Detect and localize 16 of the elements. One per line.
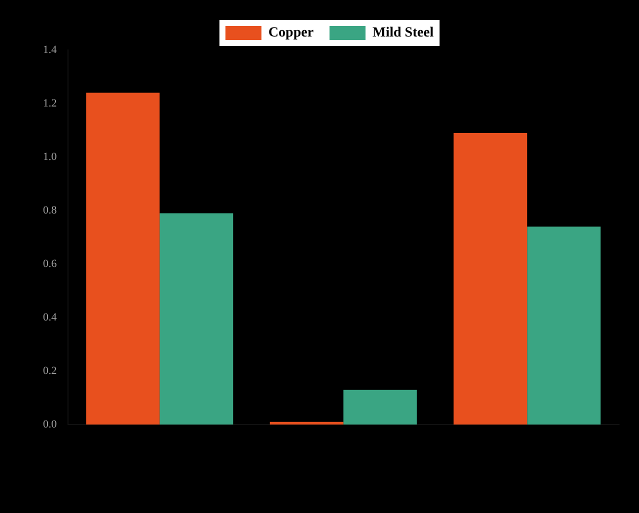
y-tick-label: 0.6 bbox=[43, 258, 58, 270]
y-tick-label: 0.8 bbox=[43, 204, 58, 216]
bar bbox=[86, 92, 160, 425]
legend-label: Copper bbox=[268, 26, 314, 41]
y-tick-label: 1.2 bbox=[43, 97, 57, 110]
y-tick-label: 0.2 bbox=[43, 364, 57, 377]
y-tick-label: 1.4 bbox=[43, 44, 58, 56]
bar bbox=[343, 390, 417, 425]
y-tick-label: 0.4 bbox=[43, 311, 58, 324]
bar bbox=[454, 132, 528, 425]
y-tick-label: 1.0 bbox=[43, 150, 58, 163]
y-tick-label: 0.0 bbox=[43, 418, 58, 430]
legend-label: Mild Steel bbox=[372, 26, 434, 41]
bar bbox=[160, 213, 234, 425]
bar bbox=[270, 422, 344, 425]
bar bbox=[527, 226, 601, 425]
